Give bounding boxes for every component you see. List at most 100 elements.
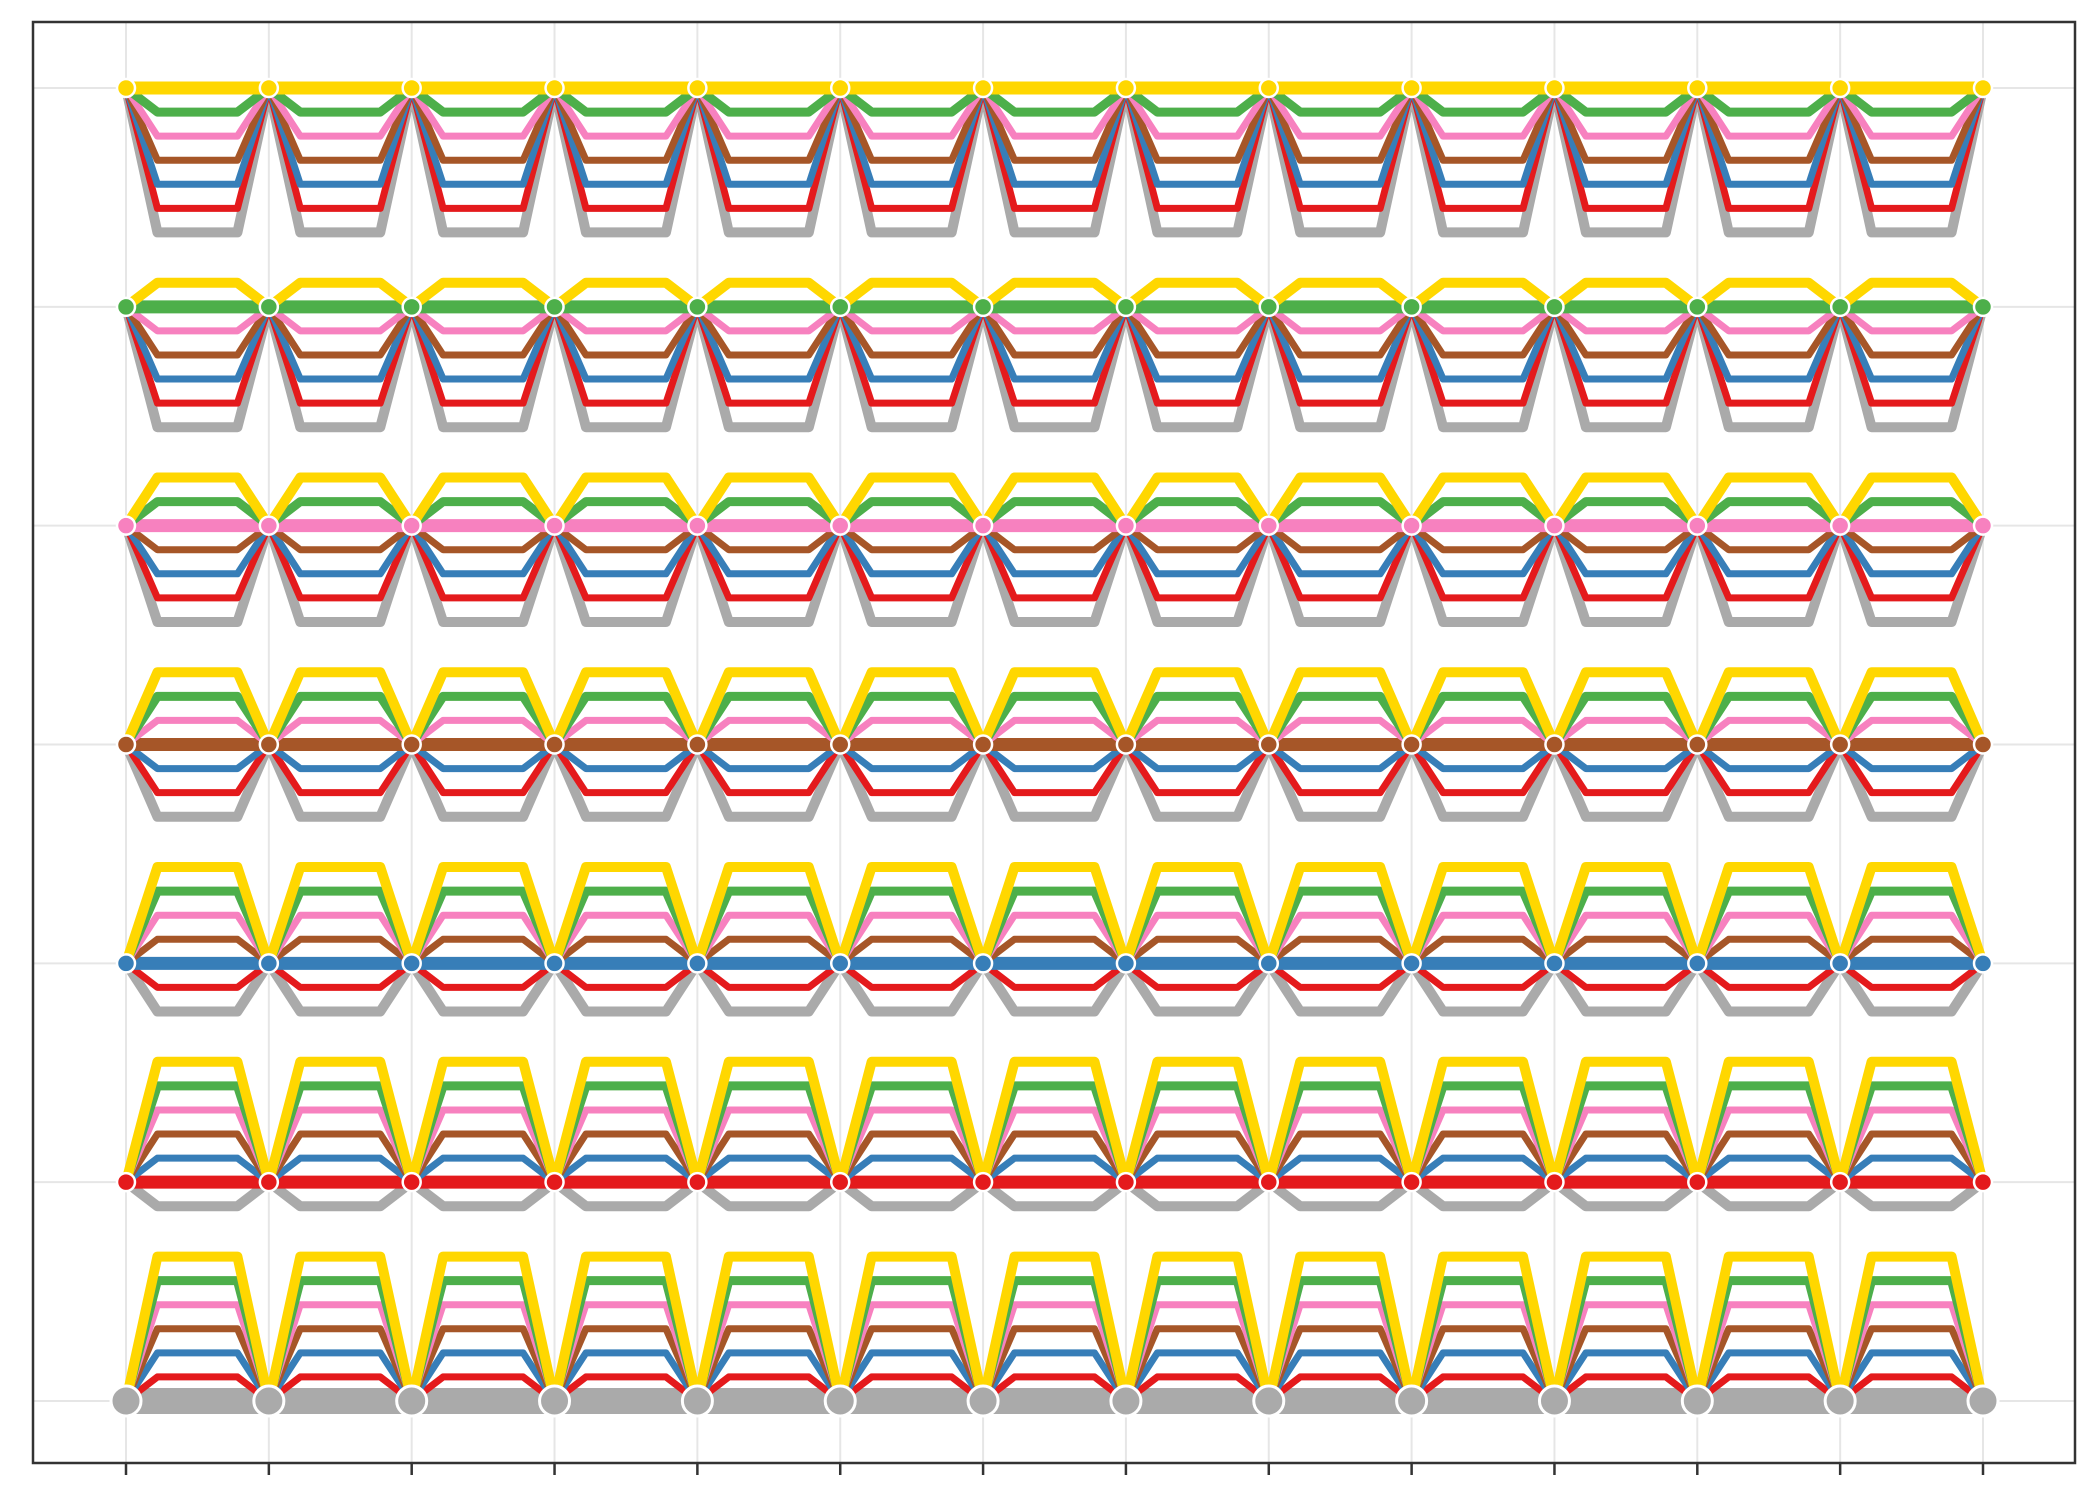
hub-point-grey	[1823, 1384, 1857, 1418]
hub-point-grey	[1966, 1384, 2000, 1418]
hub-point-red	[1687, 1171, 1708, 1193]
hub-point-pink	[1829, 515, 1851, 536]
hub-point-yellow	[1544, 77, 1565, 99]
series-line-blue-row-4	[122, 741, 1987, 773]
hub-point-pink	[258, 515, 280, 536]
hub-point-blue	[1687, 953, 1708, 974]
hub-point-pink	[1544, 515, 1565, 536]
hub-point-yellow	[1258, 77, 1280, 99]
series-line-red-row-6	[122, 303, 1987, 407]
hub-point-green	[115, 296, 137, 318]
hub-point-brown	[1258, 734, 1280, 755]
hub-point-pink	[687, 515, 708, 536]
hub-point-blue	[1401, 953, 1422, 974]
hub-point-grey	[252, 1384, 286, 1418]
hub-point-yellow	[258, 77, 280, 99]
series-line-grey-row-4	[121, 739, 1988, 822]
hub-point-blue	[1544, 953, 1565, 974]
hub-point-brown	[115, 734, 137, 755]
series-line-green-row-7	[121, 83, 1988, 117]
hub-point-blue	[115, 953, 137, 974]
hub-point-brown	[829, 734, 851, 755]
hub-point-red	[258, 1171, 280, 1193]
hub-point-grey	[823, 1384, 857, 1418]
hub-point-brown	[1544, 734, 1565, 755]
hub-point-blue	[972, 953, 994, 974]
hub-point-pink	[1401, 515, 1422, 536]
hub-point-red	[1258, 1171, 1280, 1193]
hub-point-yellow	[829, 77, 851, 99]
hub-point-brown	[544, 734, 565, 755]
hub-point-red	[972, 1171, 994, 1193]
series-line-blue-row-2	[122, 1154, 1987, 1186]
series-lines	[113, 81, 1996, 1414]
hub-point-brown	[1829, 734, 1851, 755]
series-line-blue-row-5	[122, 522, 1987, 578]
hub-point-blue	[1829, 953, 1851, 974]
hub-point-yellow	[544, 77, 565, 99]
hub-point-grey	[1395, 1384, 1429, 1418]
hub-point-grey	[538, 1384, 572, 1418]
series-line-brown-row-2	[122, 1130, 1987, 1186]
hub-point-brown	[1401, 734, 1422, 755]
series-line-grey-row-2	[121, 1177, 1988, 1212]
hub-point-red	[1544, 1171, 1565, 1193]
hub-point-green	[544, 296, 565, 318]
hub-point-brown	[1115, 734, 1137, 755]
hub-point-green	[1687, 296, 1708, 318]
hub-point-yellow	[1115, 77, 1137, 99]
hub-point-red	[544, 1171, 565, 1193]
series-line-red-row-1	[122, 1373, 1987, 1405]
hub-point-grey	[966, 1384, 1000, 1418]
hub-point-yellow	[687, 77, 708, 99]
hub-point-green	[1544, 296, 1565, 318]
series-line-brown-row-5	[122, 522, 1987, 554]
series-line-blue-row-6	[122, 303, 1987, 383]
hub-point-red	[1401, 1171, 1422, 1193]
hub-point-grey	[395, 1384, 429, 1418]
hub-point-blue	[1972, 953, 1994, 974]
series-line-red-row-5	[122, 522, 1987, 602]
hub-point-brown	[1972, 734, 1994, 755]
hub-point-pink	[829, 515, 851, 536]
hub-point-red	[1972, 1171, 1994, 1193]
series-line-brown-row-1	[122, 1325, 1987, 1405]
hub-point-grey	[1252, 1384, 1286, 1418]
hub-point-brown	[401, 734, 422, 755]
hub-point-green	[829, 296, 851, 318]
hub-point-blue	[258, 953, 280, 974]
hub-point-red	[829, 1171, 851, 1193]
series-line-pink-row-7	[122, 84, 1987, 140]
hub-point-red	[115, 1171, 137, 1193]
hub-point-pink	[972, 515, 994, 536]
hub-point-blue	[829, 953, 851, 974]
series-line-brown-row-6	[122, 303, 1987, 359]
series-line-grey-row-5	[121, 520, 1988, 627]
hub-point-brown	[1687, 734, 1708, 755]
hub-point-grey	[1680, 1384, 1714, 1418]
hub-point-green	[258, 296, 280, 318]
hub-point-green	[401, 296, 422, 318]
hub-point-grey	[109, 1384, 143, 1418]
hub-point-pink	[115, 515, 137, 536]
hub-point-red	[401, 1171, 422, 1193]
series-line-yellow-row-2	[121, 1056, 1988, 1188]
series-line-pink-row-3	[122, 911, 1987, 967]
hub-point-green	[687, 296, 708, 318]
hub-point-yellow	[1829, 77, 1851, 99]
hub-point-grey	[680, 1384, 714, 1418]
series-line-yellow-row-6	[121, 277, 1988, 312]
series-line-brown-row-3	[122, 935, 1987, 967]
series-line-brown-row-7	[122, 84, 1987, 164]
series-line-red-row-4	[122, 741, 1987, 797]
hub-point-yellow	[1972, 77, 1994, 99]
hub-point-pink	[1972, 515, 1994, 536]
hub-point-blue	[687, 953, 708, 974]
series-line-yellow-row-1	[121, 1251, 1988, 1406]
series-line-green-row-5	[121, 497, 1988, 531]
hub-point-green	[1401, 296, 1422, 318]
series-line-blue-row-7	[122, 84, 1987, 188]
hub-point-green	[1258, 296, 1280, 318]
hub-point-green	[1829, 296, 1851, 318]
